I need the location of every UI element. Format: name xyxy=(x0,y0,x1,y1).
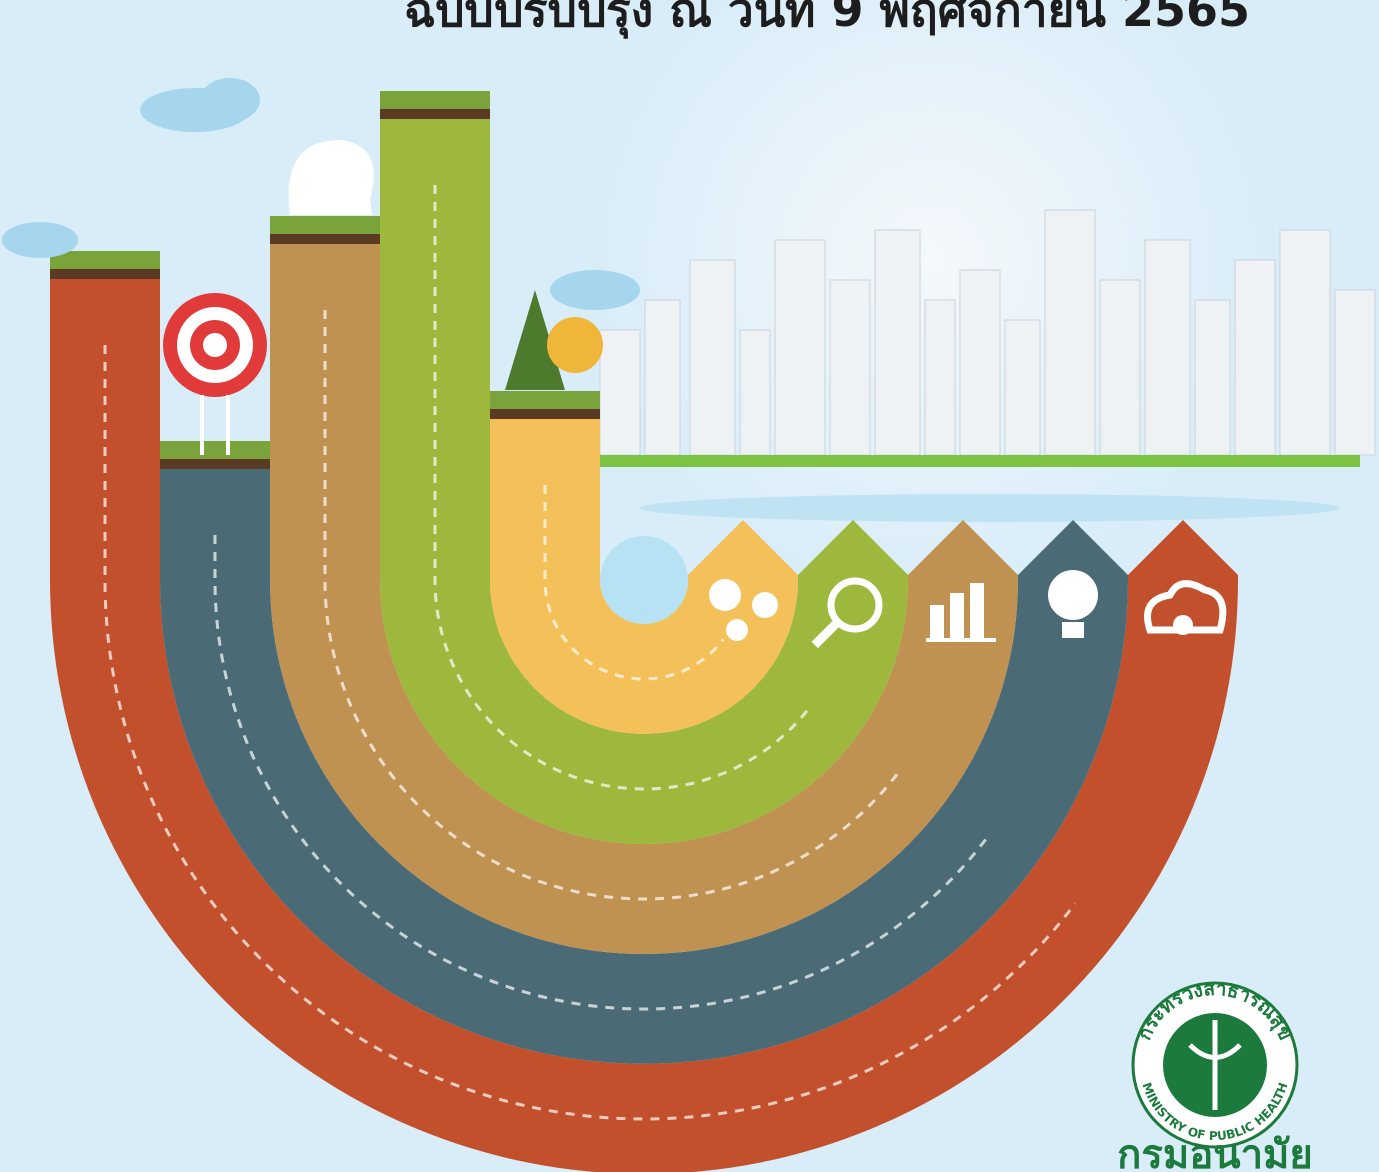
building xyxy=(1005,320,1040,455)
grass-cap xyxy=(50,251,160,269)
building xyxy=(875,230,920,455)
grass-cap xyxy=(270,216,380,234)
building xyxy=(1280,230,1330,455)
department-name: กรมอนามัย xyxy=(1117,1132,1313,1172)
building xyxy=(1335,290,1375,455)
building xyxy=(960,270,1000,455)
soil-cap xyxy=(50,269,160,279)
subtitle: ฉบับปรับปรุง ณ วันที่ 9 พฤศจิกายน 2565 xyxy=(404,0,1250,39)
building xyxy=(775,240,825,455)
grass-cap xyxy=(380,91,490,109)
center-circle xyxy=(600,536,688,624)
building xyxy=(1235,260,1275,455)
building xyxy=(600,330,640,455)
water xyxy=(640,494,1340,522)
building xyxy=(1145,240,1190,455)
grass xyxy=(600,455,1360,467)
ministry-logo: กระทรวงสาธารณสุข MINISTRY OF PUBLIC HEAL… xyxy=(1133,978,1297,1147)
building xyxy=(740,330,770,455)
building xyxy=(645,300,680,455)
building xyxy=(1195,300,1230,455)
building xyxy=(690,260,735,455)
grass-cap xyxy=(160,441,270,459)
building xyxy=(830,280,870,455)
soil-cap xyxy=(160,459,270,469)
grass-cap xyxy=(490,391,600,409)
soil-cap xyxy=(490,409,600,419)
tree xyxy=(547,317,603,373)
poster: ฉบับปรับปรุง ณ วันที่ 9 พฤศจิกายน 2565 ก… xyxy=(0,0,1379,1172)
soil-cap xyxy=(380,109,490,119)
soil-cap xyxy=(270,234,380,244)
building xyxy=(1100,280,1140,455)
building xyxy=(925,300,955,455)
building xyxy=(1045,210,1095,455)
